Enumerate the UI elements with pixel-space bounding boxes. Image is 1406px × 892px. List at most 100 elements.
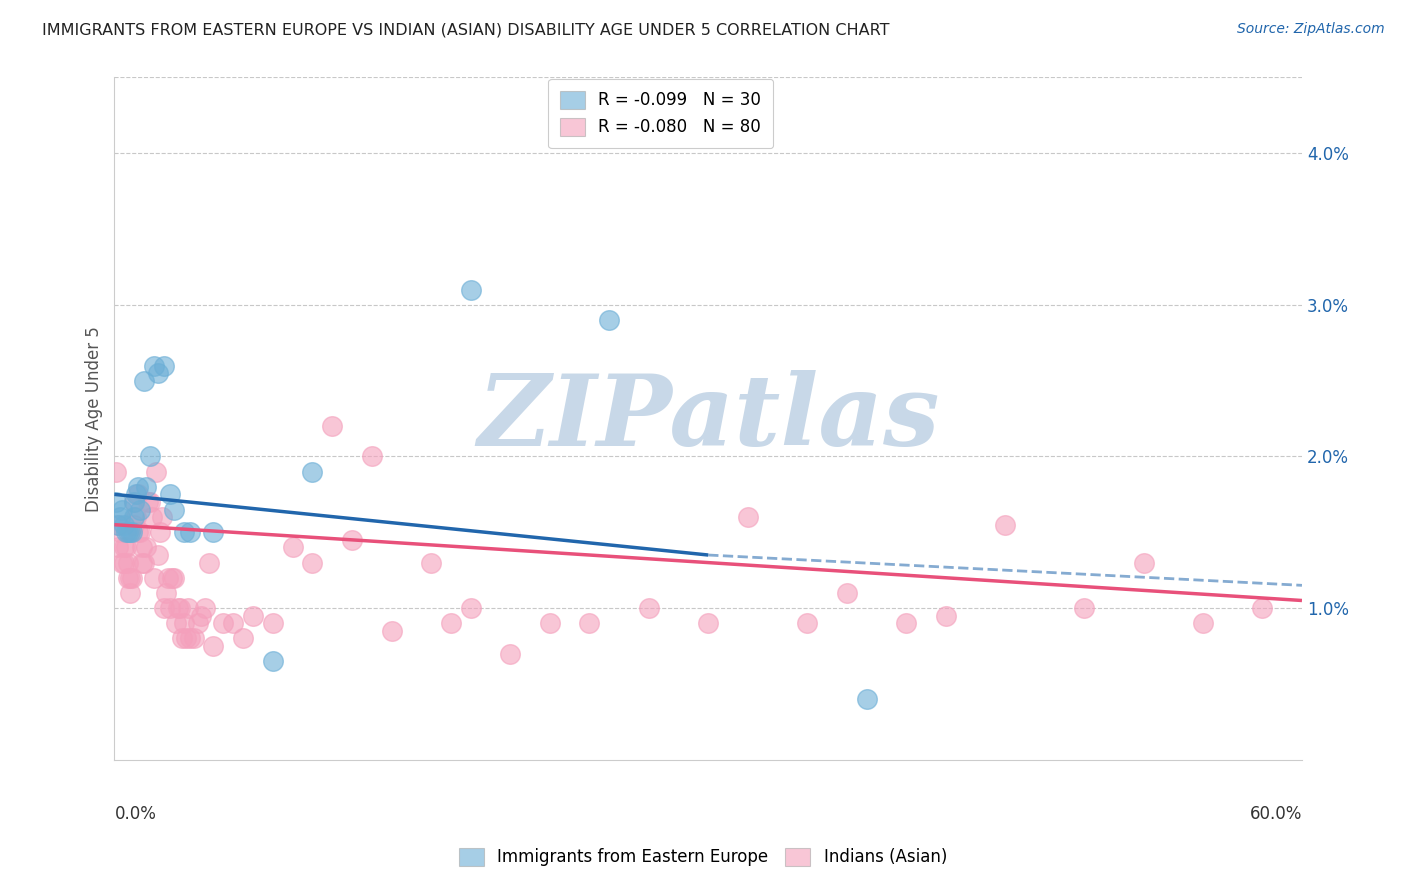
Point (132, 374, 155, 388)
Point (737, 510, 759, 524)
Point (598, 313, 620, 327)
Point (132, 556, 155, 570)
Point (796, 616, 818, 631)
Point (460, 601, 482, 615)
Text: 0.0%: 0.0% (114, 805, 156, 823)
Point (262, 654, 284, 668)
Point (105, 495, 128, 509)
Point (222, 616, 245, 631)
Point (129, 525, 152, 540)
Text: ZIPatlas: ZIPatlas (477, 370, 939, 467)
Point (125, 510, 148, 524)
Point (111, 556, 134, 570)
Point (179, 525, 201, 540)
Point (150, 510, 173, 524)
Point (159, 487, 181, 501)
Point (637, 601, 659, 615)
Point (122, 495, 145, 509)
Point (173, 525, 195, 540)
Point (159, 601, 181, 615)
Point (155, 586, 177, 600)
Point (855, 692, 877, 706)
Point (115, 525, 138, 540)
Point (935, 608, 957, 623)
Point (125, 487, 148, 501)
Point (139, 495, 162, 509)
Point (163, 502, 186, 516)
Point (174, 632, 197, 646)
Point (110, 525, 132, 540)
Point (173, 616, 195, 631)
Point (165, 616, 187, 631)
Point (1073, 601, 1095, 615)
Point (538, 616, 561, 631)
Point (131, 556, 153, 570)
Point (131, 541, 153, 555)
Point (578, 616, 600, 631)
Point (143, 571, 166, 585)
Point (153, 359, 176, 373)
Point (146, 366, 169, 380)
Point (160, 571, 183, 585)
Point (121, 571, 143, 585)
Point (194, 601, 217, 615)
Point (179, 632, 201, 646)
Point (120, 571, 142, 585)
Point (115, 541, 138, 555)
Point (117, 556, 139, 570)
Point (697, 616, 720, 631)
Point (281, 541, 304, 555)
Legend: Immigrants from Eastern Europe, Indians (Asian): Immigrants from Eastern Europe, Indians … (451, 839, 955, 875)
Point (212, 616, 235, 631)
Point (129, 502, 152, 516)
Point (190, 608, 212, 623)
Point (1192, 616, 1215, 631)
Point (169, 601, 191, 615)
Point (139, 450, 162, 464)
Point (321, 419, 343, 434)
Point (1132, 556, 1154, 570)
Point (198, 556, 221, 570)
Point (135, 480, 157, 494)
Point (112, 517, 135, 532)
Point (127, 487, 149, 501)
Point (440, 616, 463, 631)
Point (105, 465, 128, 479)
Point (499, 647, 522, 661)
Point (112, 556, 135, 570)
Point (112, 541, 135, 555)
Point (176, 601, 198, 615)
Point (135, 541, 157, 555)
Point (170, 632, 193, 646)
Point (121, 525, 143, 540)
Point (460, 283, 482, 297)
Point (143, 359, 166, 373)
Point (202, 525, 225, 540)
Point (122, 510, 145, 524)
Point (183, 632, 205, 646)
Point (117, 571, 139, 585)
Legend: R = -0.099   N = 30, R = -0.080   N = 80: R = -0.099 N = 30, R = -0.080 N = 80 (548, 79, 773, 148)
Point (232, 632, 254, 646)
Point (107, 517, 129, 532)
Point (122, 517, 145, 532)
Point (894, 616, 917, 631)
Point (1251, 601, 1274, 615)
Point (146, 548, 169, 562)
Y-axis label: Disability Age Under 5: Disability Age Under 5 (86, 326, 103, 511)
Point (186, 616, 208, 631)
Point (360, 450, 382, 464)
Point (340, 533, 363, 547)
Point (136, 495, 159, 509)
Point (111, 502, 134, 516)
Point (153, 601, 176, 615)
Point (380, 624, 402, 638)
Point (149, 525, 172, 540)
Point (301, 465, 323, 479)
Point (262, 616, 284, 631)
Point (166, 601, 188, 615)
Point (242, 608, 264, 623)
Point (994, 517, 1017, 532)
Point (117, 525, 139, 540)
Point (141, 510, 163, 524)
